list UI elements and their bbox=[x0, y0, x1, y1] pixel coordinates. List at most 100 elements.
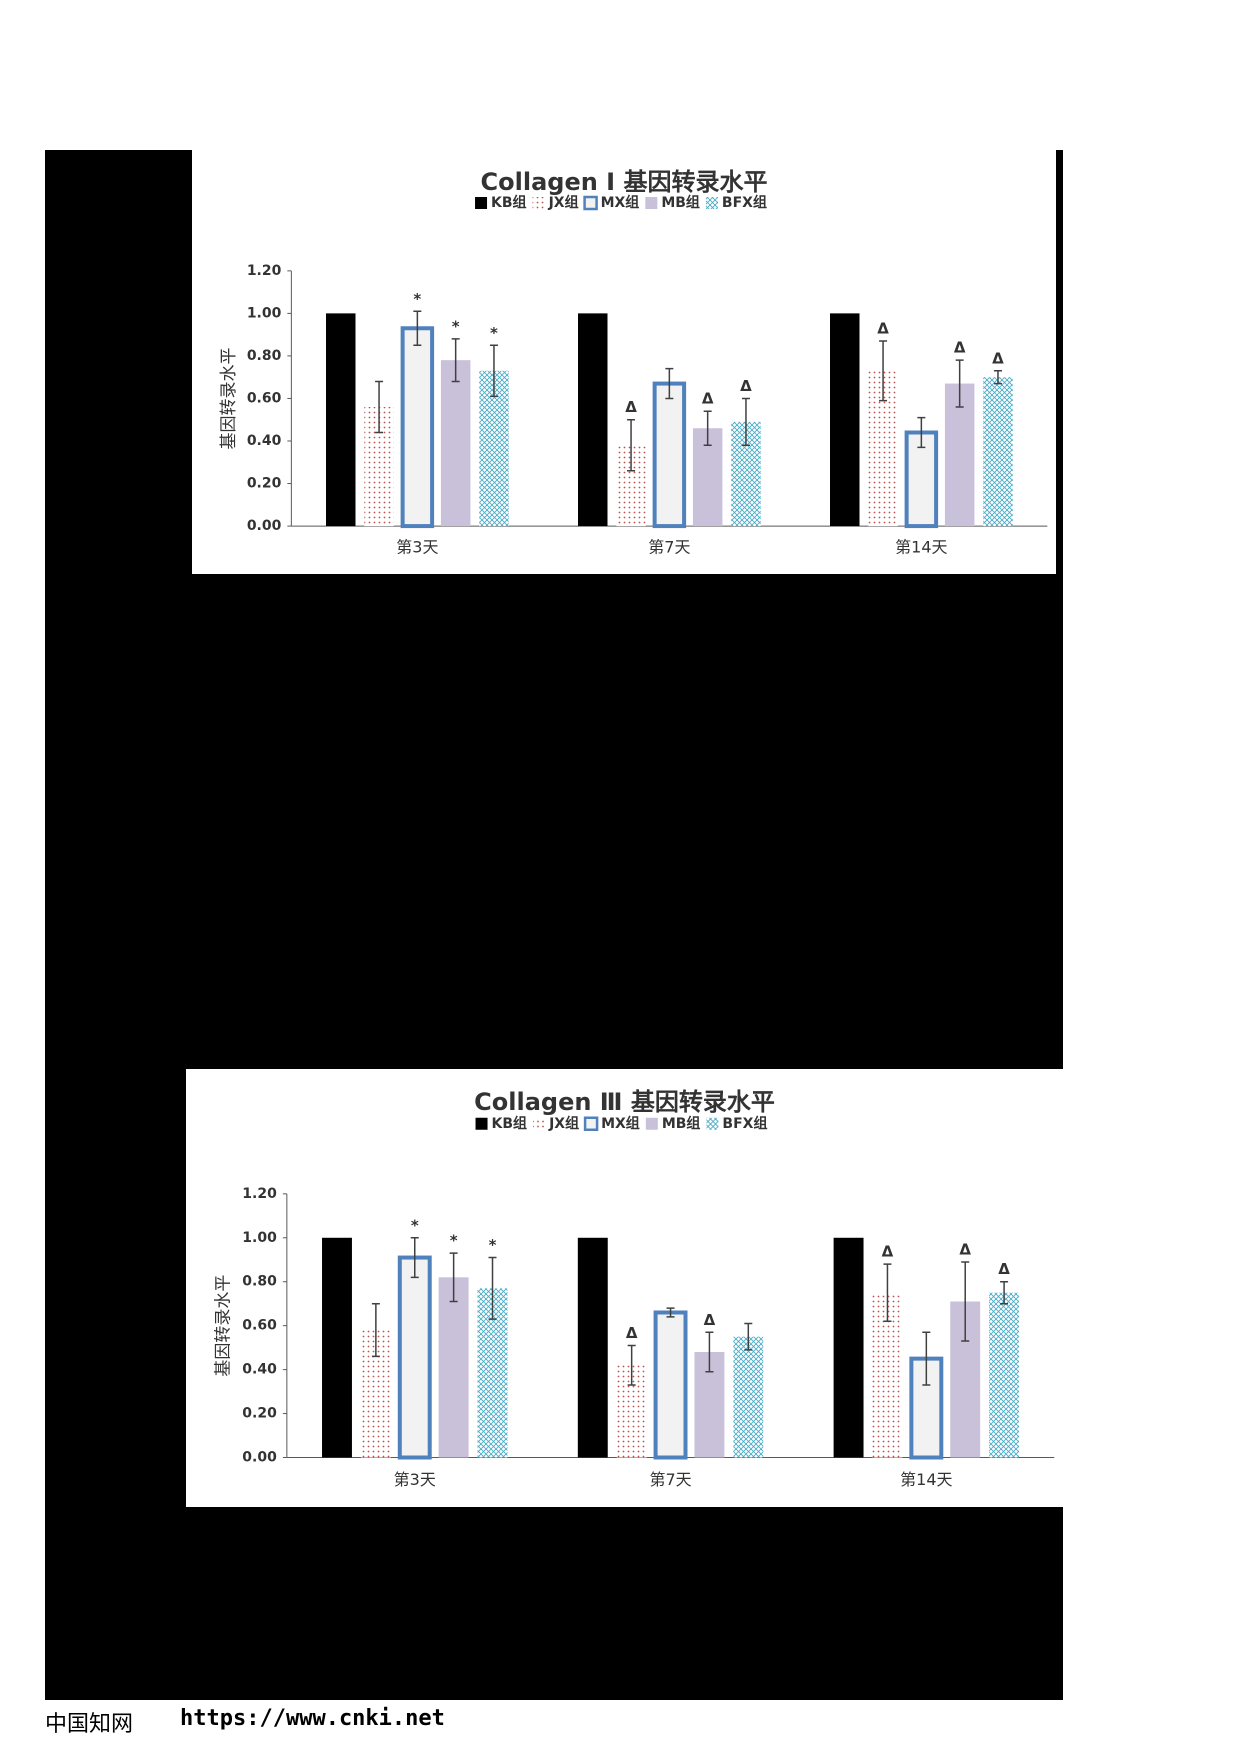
bar bbox=[400, 326, 435, 529]
y-tick-label: 1.00 bbox=[247, 305, 282, 321]
bar bbox=[983, 377, 1013, 527]
error-bar bbox=[1000, 1280, 1009, 1305]
legend-swatch bbox=[475, 1117, 488, 1130]
y-axis-label: 基因转录水平 bbox=[214, 1275, 234, 1377]
error-bar bbox=[705, 1331, 714, 1373]
error-bar bbox=[375, 380, 384, 434]
significance-mark: Δ bbox=[954, 339, 966, 357]
legend: KB组 JX组 MX组 MB组 BFX组 bbox=[475, 194, 767, 211]
error-bar bbox=[413, 310, 422, 347]
significance-mark: * bbox=[413, 290, 421, 308]
bar bbox=[322, 1237, 352, 1458]
y-tick-label: 0.80 bbox=[242, 1274, 277, 1290]
y-tick-label: 0.80 bbox=[247, 348, 282, 364]
significance-mark: Δ bbox=[740, 377, 752, 395]
error-bar bbox=[371, 1302, 380, 1358]
legend-label: KB组 bbox=[491, 194, 527, 211]
y-tick-label: 0.00 bbox=[247, 518, 282, 534]
legend-swatch bbox=[533, 1117, 546, 1130]
y-tick-label: 0.60 bbox=[247, 390, 282, 406]
legend-label: MB组 bbox=[662, 1115, 701, 1132]
footer-url: https://www.cnki.net bbox=[180, 1706, 445, 1731]
error-bar bbox=[627, 1344, 636, 1386]
error-bar bbox=[961, 1261, 970, 1342]
error-bar bbox=[955, 359, 964, 408]
legend-swatch bbox=[706, 1117, 719, 1130]
x-tick-label: 第3天 bbox=[396, 538, 438, 557]
bar bbox=[830, 313, 860, 527]
error-bar bbox=[993, 370, 1002, 385]
bar bbox=[833, 1237, 864, 1458]
error-bar bbox=[627, 418, 636, 472]
error-bar bbox=[488, 1256, 497, 1320]
significance-mark: * bbox=[490, 324, 498, 342]
bar bbox=[578, 313, 608, 527]
significance-mark: * bbox=[452, 317, 460, 335]
x-tick-label: 第14天 bbox=[895, 538, 947, 557]
error-bar bbox=[741, 397, 750, 447]
significance-mark: * bbox=[489, 1236, 497, 1254]
significance-mark: Δ bbox=[626, 1324, 638, 1342]
legend-swatch bbox=[645, 1117, 658, 1130]
bar bbox=[326, 313, 356, 527]
y-tick-label: 0.40 bbox=[242, 1362, 277, 1378]
chart-title: Collagen Ⅰ 基因转录水平 bbox=[481, 168, 768, 196]
legend-swatch bbox=[583, 1116, 599, 1131]
x-tick-label: 第14天 bbox=[900, 1470, 952, 1489]
error-bar bbox=[665, 367, 674, 400]
significance-mark: * bbox=[450, 1232, 458, 1250]
legend-label: MX组 bbox=[601, 194, 640, 211]
legend-label: JX组 bbox=[548, 194, 579, 211]
legend-swatch bbox=[645, 197, 658, 209]
error-bar bbox=[883, 1263, 892, 1323]
legend-label: KB组 bbox=[492, 1115, 528, 1132]
bar bbox=[733, 1336, 764, 1458]
x-tick-label: 第3天 bbox=[394, 1470, 436, 1489]
legend-swatch bbox=[705, 197, 718, 209]
y-tick-label: 1.20 bbox=[242, 1186, 277, 1202]
bar bbox=[438, 1277, 469, 1458]
y-tick-label: 0.00 bbox=[242, 1450, 277, 1466]
legend-swatch bbox=[583, 195, 598, 211]
y-tick-label: 1.00 bbox=[242, 1230, 277, 1246]
legend-label: BFX组 bbox=[722, 194, 767, 211]
legend-label: JX组 bbox=[548, 1115, 579, 1132]
legend-label: MX组 bbox=[601, 1115, 640, 1132]
significance-mark: Δ bbox=[992, 349, 1004, 367]
bar bbox=[577, 1237, 608, 1458]
significance-mark: * bbox=[411, 1216, 419, 1234]
legend: KB组 JX组 MX组 MB组 BFX组 bbox=[475, 1115, 767, 1132]
legend-label: MB组 bbox=[661, 194, 700, 211]
significance-mark: Δ bbox=[704, 1311, 716, 1329]
significance-mark: Δ bbox=[998, 1260, 1010, 1278]
y-tick-label: 0.40 bbox=[247, 433, 282, 449]
legend-label: BFX组 bbox=[722, 1115, 767, 1132]
error-bar bbox=[666, 1307, 675, 1318]
footer-site: 中国知网 bbox=[45, 1712, 134, 1737]
y-tick-label: 0.20 bbox=[242, 1406, 277, 1422]
y-axis-label: 基因转录水平 bbox=[219, 347, 239, 449]
legend-swatch bbox=[475, 197, 488, 209]
significance-mark: Δ bbox=[959, 1240, 971, 1258]
error-bar bbox=[449, 1252, 458, 1303]
x-tick-label: 第7天 bbox=[648, 538, 690, 557]
chart-title: Collagen Ⅲ 基因转录水平 bbox=[474, 1088, 775, 1116]
error-bar bbox=[703, 410, 712, 447]
significance-mark: Δ bbox=[702, 390, 714, 408]
legend-swatch bbox=[532, 197, 545, 209]
error-bar bbox=[489, 344, 498, 398]
x-tick-label: 第7天 bbox=[649, 1470, 691, 1489]
error-bar bbox=[744, 1322, 753, 1351]
significance-mark: Δ bbox=[882, 1243, 894, 1261]
bar bbox=[989, 1292, 1020, 1458]
bar bbox=[440, 360, 471, 527]
error-bar bbox=[410, 1237, 419, 1279]
error-bar bbox=[451, 338, 460, 383]
y-tick-label: 0.20 bbox=[247, 476, 282, 492]
significance-mark: Δ bbox=[625, 398, 637, 416]
bar bbox=[652, 381, 687, 529]
y-tick-label: 0.60 bbox=[242, 1318, 277, 1334]
